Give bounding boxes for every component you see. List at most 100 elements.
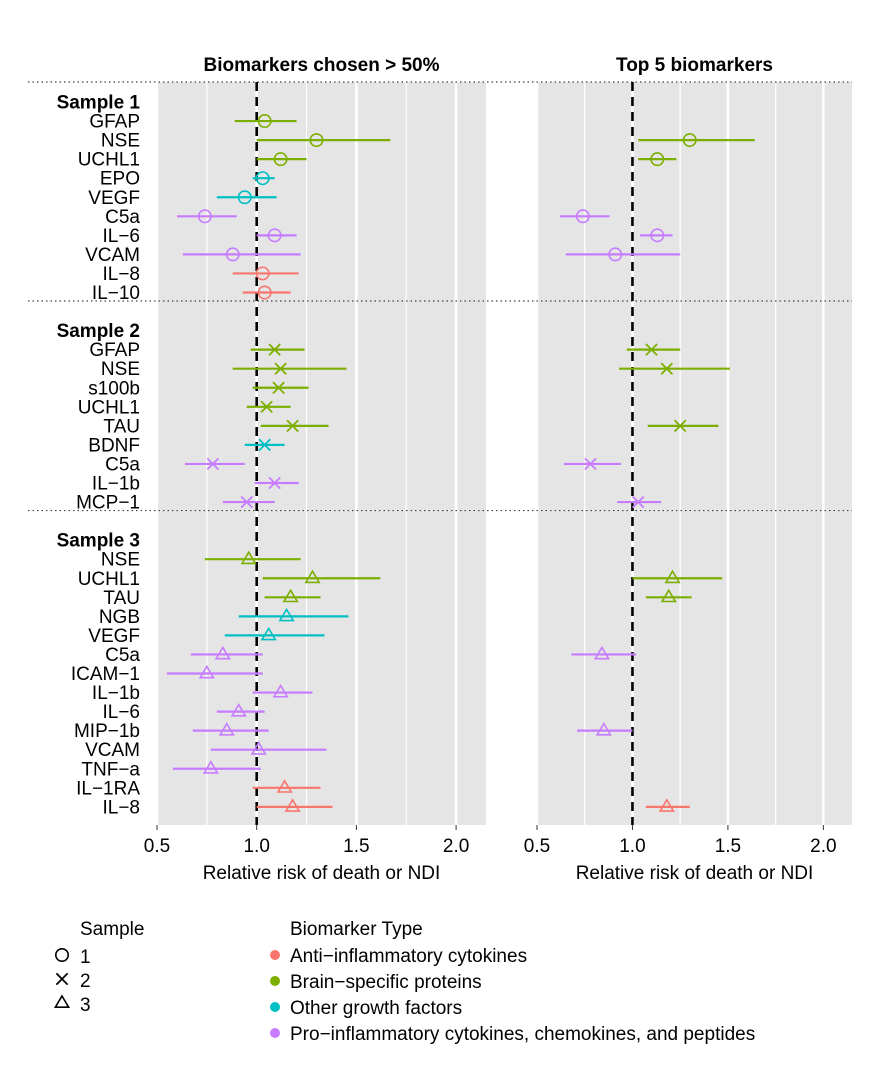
biomarker-label: VCAM bbox=[85, 245, 140, 266]
marker-circle bbox=[575, 209, 590, 224]
marker-triangle bbox=[284, 798, 301, 812]
biomarker-label: C5a bbox=[105, 207, 140, 228]
x-tick-label: 1.5 bbox=[715, 836, 741, 857]
legend-sample-title: Sample bbox=[80, 919, 144, 940]
biomarker-label: TAU bbox=[103, 588, 140, 609]
x-tick-label: 1.5 bbox=[343, 836, 369, 857]
biomarker-label: BDNF bbox=[88, 435, 140, 456]
legend-sample-label: 1 bbox=[80, 947, 91, 968]
estimate-3-0 bbox=[252, 683, 313, 698]
estimate-2-0 bbox=[252, 381, 309, 394]
estimate-3-0 bbox=[166, 664, 263, 679]
biomarker-label: GFAP bbox=[89, 340, 140, 361]
estimate-1-0 bbox=[256, 152, 307, 167]
estimate-3-0 bbox=[224, 626, 325, 641]
legend-type-swatch bbox=[270, 1002, 280, 1012]
marker-cross bbox=[645, 343, 658, 356]
biomarker-label: EPO bbox=[100, 169, 140, 190]
biomarker-label: NSE bbox=[101, 131, 140, 152]
marker-circle bbox=[682, 133, 697, 148]
marker-triangle bbox=[278, 607, 295, 622]
estimate-2-0 bbox=[184, 457, 245, 471]
estimate-2-1 bbox=[647, 419, 719, 433]
marker-circle bbox=[257, 285, 272, 300]
marker-cross bbox=[268, 476, 281, 490]
biomarker-label: C5a bbox=[105, 454, 140, 475]
panel-2-background bbox=[537, 82, 852, 825]
marker-cross bbox=[274, 362, 287, 375]
panel-2-x-axis-label: Relative risk of death or NDI bbox=[576, 863, 814, 884]
panel-1-title: Biomarkers chosen > 50% bbox=[203, 55, 439, 76]
biomarker-label: TAU bbox=[103, 416, 140, 437]
estimate-2-0 bbox=[250, 343, 305, 356]
marker-triangle bbox=[202, 760, 219, 774]
group-label: Sample 3 bbox=[57, 531, 140, 552]
marker-triangle bbox=[198, 664, 215, 679]
biomarker-label: VEGF bbox=[88, 188, 140, 209]
biomarker-label: IL−8 bbox=[102, 797, 140, 818]
marker-triangle bbox=[250, 741, 267, 755]
marker-circle bbox=[267, 228, 282, 243]
marker-triangle bbox=[260, 626, 277, 641]
marker-cross bbox=[268, 343, 281, 356]
marker-triangle bbox=[214, 645, 231, 660]
marker-triangle bbox=[53, 994, 71, 1008]
biomarker-label: s100b bbox=[88, 378, 140, 399]
estimate-1-0 bbox=[182, 247, 301, 262]
estimate-3-0 bbox=[190, 645, 263, 660]
estimate-2-0 bbox=[232, 362, 347, 375]
biomarker-label: NSE bbox=[101, 550, 140, 571]
biomarker-label: IL−6 bbox=[102, 226, 140, 247]
estimate-2-1 bbox=[619, 362, 730, 375]
marker-circle bbox=[273, 152, 288, 167]
marker-cross bbox=[272, 381, 285, 394]
estimate-1-1 bbox=[640, 228, 673, 243]
panel-1-x-axis-label: Relative risk of death or NDI bbox=[203, 863, 441, 884]
biomarker-label: IL−1RA bbox=[76, 778, 140, 799]
group-label: Sample 2 bbox=[57, 321, 140, 342]
estimate-2-1 bbox=[563, 457, 621, 471]
estimate-3-0 bbox=[252, 779, 321, 793]
estimate-3-0 bbox=[238, 607, 349, 622]
marker-circle bbox=[197, 209, 212, 224]
x-tick-label: 0.5 bbox=[144, 836, 170, 857]
estimate-3-1 bbox=[632, 569, 723, 584]
estimate-1-0 bbox=[232, 266, 299, 281]
estimate-1-0 bbox=[256, 133, 391, 148]
estimate-2-0 bbox=[260, 419, 329, 433]
biomarker-label: VCAM bbox=[85, 740, 140, 761]
estimate-1-1 bbox=[638, 152, 677, 167]
legend-type-swatch bbox=[270, 1028, 280, 1038]
biomarker-label: IL−1b bbox=[92, 683, 140, 704]
estimate-1-0 bbox=[176, 209, 237, 224]
estimate-3-1 bbox=[571, 645, 637, 660]
legend-sample-label: 2 bbox=[80, 971, 91, 992]
marker-circle bbox=[309, 133, 324, 148]
estimate-1-1 bbox=[565, 247, 681, 262]
biomarker-label: IL−10 bbox=[92, 283, 140, 304]
estimate-3-0 bbox=[172, 760, 261, 774]
marker-cross bbox=[584, 457, 597, 471]
legend-sample-label: 3 bbox=[80, 995, 91, 1016]
biomarker-label: MIP−1b bbox=[74, 721, 140, 742]
estimate-3-0 bbox=[216, 703, 265, 717]
estimate-3-1 bbox=[645, 798, 690, 812]
marker-circle bbox=[225, 247, 240, 262]
marker-circle bbox=[608, 247, 623, 262]
biomarker-label: IL−6 bbox=[102, 702, 140, 723]
marker-triangle bbox=[593, 645, 610, 660]
panel-1-background bbox=[157, 82, 486, 825]
estimate-1-0 bbox=[216, 190, 277, 205]
x-tick-label: 2.0 bbox=[443, 836, 469, 857]
biomarker-label: UCHL1 bbox=[78, 569, 140, 590]
marker-triangle bbox=[230, 703, 247, 717]
marker-circle bbox=[255, 266, 270, 281]
legend-type-swatch bbox=[270, 976, 280, 986]
marker-circle bbox=[257, 114, 272, 129]
x-tick-label: 1.0 bbox=[619, 836, 645, 857]
marker-circle bbox=[650, 228, 665, 243]
marker-cross bbox=[286, 419, 299, 433]
estimate-2-0 bbox=[222, 495, 275, 509]
estimate-2-0 bbox=[254, 476, 299, 490]
